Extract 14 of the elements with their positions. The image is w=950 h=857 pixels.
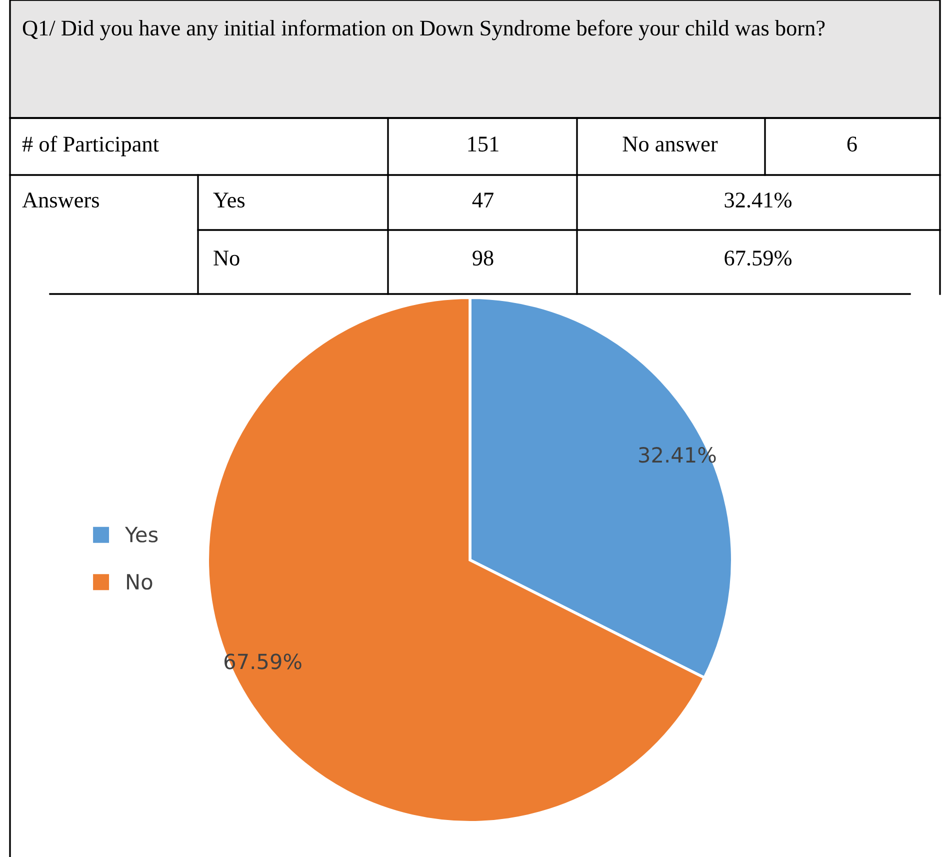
text: 67.59%: [724, 250, 792, 266]
chart-title: Q1/ Did you have any initial information on Down Syndrome before your child was born?: [22, 20, 825, 40]
legend-label: Yes: [124, 526, 158, 542]
text: 151: [468, 136, 498, 152]
legend-label: No: [127, 574, 152, 590]
text: 32.41%: [724, 192, 792, 208]
text: Answers: [22, 192, 99, 208]
text: Yes: [213, 192, 245, 208]
text: # of Participant: [22, 136, 159, 156]
text: 6: [847, 136, 857, 152]
text: No: [214, 250, 240, 266]
text: 47: [472, 192, 494, 208]
text: 98: [472, 250, 494, 266]
text: No answer: [622, 136, 718, 152]
